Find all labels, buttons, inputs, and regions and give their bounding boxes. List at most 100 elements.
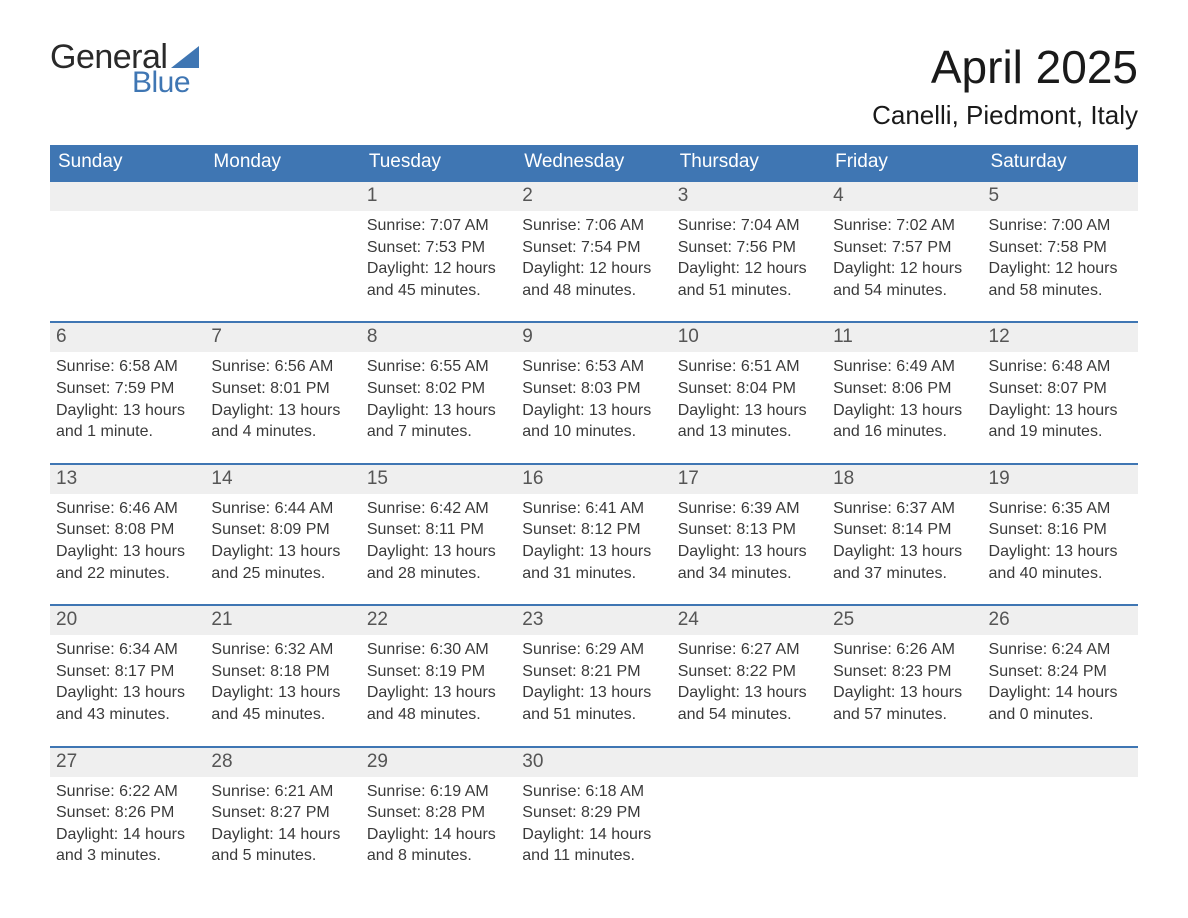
day-cell: Sunrise: 6:32 AM Sunset: 8:18 PM Dayligh…	[205, 635, 360, 727]
day-number-row: 6789101112	[50, 321, 1138, 352]
dow-friday: Friday	[827, 145, 982, 180]
day-number: 20	[50, 606, 205, 635]
day-cell	[983, 777, 1138, 869]
day-number: 23	[516, 606, 671, 635]
month-title: April 2025	[872, 40, 1138, 94]
logo: General Blue	[50, 40, 199, 98]
day-cell: Sunrise: 7:04 AM Sunset: 7:56 PM Dayligh…	[672, 211, 827, 303]
day-cell: Sunrise: 6:53 AM Sunset: 8:03 PM Dayligh…	[516, 352, 671, 444]
day-body-row: Sunrise: 7:07 AM Sunset: 7:53 PM Dayligh…	[50, 211, 1138, 303]
day-cell: Sunrise: 6:29 AM Sunset: 8:21 PM Dayligh…	[516, 635, 671, 727]
dow-tuesday: Tuesday	[361, 145, 516, 180]
day-number	[205, 182, 360, 211]
calendar-week: 6789101112Sunrise: 6:58 AM Sunset: 7:59 …	[50, 321, 1138, 444]
day-cell: Sunrise: 6:24 AM Sunset: 8:24 PM Dayligh…	[983, 635, 1138, 727]
day-number	[672, 748, 827, 777]
day-cell: Sunrise: 6:34 AM Sunset: 8:17 PM Dayligh…	[50, 635, 205, 727]
day-cell: Sunrise: 6:27 AM Sunset: 8:22 PM Dayligh…	[672, 635, 827, 727]
day-cell: Sunrise: 7:00 AM Sunset: 7:58 PM Dayligh…	[983, 211, 1138, 303]
day-number: 21	[205, 606, 360, 635]
day-cell: Sunrise: 6:55 AM Sunset: 8:02 PM Dayligh…	[361, 352, 516, 444]
day-cell	[672, 777, 827, 869]
day-cell: Sunrise: 6:48 AM Sunset: 8:07 PM Dayligh…	[983, 352, 1138, 444]
day-number: 8	[361, 323, 516, 352]
day-number: 9	[516, 323, 671, 352]
day-cell: Sunrise: 6:26 AM Sunset: 8:23 PM Dayligh…	[827, 635, 982, 727]
calendar: Sunday Monday Tuesday Wednesday Thursday…	[50, 145, 1138, 869]
day-number: 6	[50, 323, 205, 352]
logo-triangle-icon	[171, 46, 199, 68]
day-cell: Sunrise: 6:58 AM Sunset: 7:59 PM Dayligh…	[50, 352, 205, 444]
day-number: 19	[983, 465, 1138, 494]
day-number: 16	[516, 465, 671, 494]
day-number: 22	[361, 606, 516, 635]
day-cell: Sunrise: 6:46 AM Sunset: 8:08 PM Dayligh…	[50, 494, 205, 586]
day-number	[50, 182, 205, 211]
logo-text-blue: Blue	[132, 68, 199, 98]
dow-thursday: Thursday	[672, 145, 827, 180]
day-cell: Sunrise: 6:19 AM Sunset: 8:28 PM Dayligh…	[361, 777, 516, 869]
day-number: 29	[361, 748, 516, 777]
day-body-row: Sunrise: 6:46 AM Sunset: 8:08 PM Dayligh…	[50, 494, 1138, 586]
day-cell	[50, 211, 205, 303]
day-cell: Sunrise: 6:18 AM Sunset: 8:29 PM Dayligh…	[516, 777, 671, 869]
calendar-week: 20212223242526Sunrise: 6:34 AM Sunset: 8…	[50, 604, 1138, 727]
day-number: 28	[205, 748, 360, 777]
day-number: 1	[361, 182, 516, 211]
day-cell: Sunrise: 6:37 AM Sunset: 8:14 PM Dayligh…	[827, 494, 982, 586]
day-number: 15	[361, 465, 516, 494]
day-number: 11	[827, 323, 982, 352]
day-number	[983, 748, 1138, 777]
calendar-week: 13141516171819Sunrise: 6:46 AM Sunset: 8…	[50, 463, 1138, 586]
header: General Blue April 2025 Canelli, Piedmon…	[50, 40, 1138, 131]
day-number: 3	[672, 182, 827, 211]
day-body-row: Sunrise: 6:22 AM Sunset: 8:26 PM Dayligh…	[50, 777, 1138, 869]
day-body-row: Sunrise: 6:58 AM Sunset: 7:59 PM Dayligh…	[50, 352, 1138, 444]
day-number: 18	[827, 465, 982, 494]
dow-saturday: Saturday	[983, 145, 1138, 180]
day-number: 2	[516, 182, 671, 211]
day-cell: Sunrise: 6:42 AM Sunset: 8:11 PM Dayligh…	[361, 494, 516, 586]
day-number: 7	[205, 323, 360, 352]
day-cell	[827, 777, 982, 869]
day-cell: Sunrise: 6:30 AM Sunset: 8:19 PM Dayligh…	[361, 635, 516, 727]
day-number-row: 27282930	[50, 746, 1138, 777]
day-cell: Sunrise: 6:35 AM Sunset: 8:16 PM Dayligh…	[983, 494, 1138, 586]
day-body-row: Sunrise: 6:34 AM Sunset: 8:17 PM Dayligh…	[50, 635, 1138, 727]
title-block: April 2025 Canelli, Piedmont, Italy	[872, 40, 1138, 131]
day-number: 26	[983, 606, 1138, 635]
day-number: 14	[205, 465, 360, 494]
day-number: 27	[50, 748, 205, 777]
location-subtitle: Canelli, Piedmont, Italy	[872, 100, 1138, 131]
day-cell: Sunrise: 6:21 AM Sunset: 8:27 PM Dayligh…	[205, 777, 360, 869]
day-cell: Sunrise: 6:39 AM Sunset: 8:13 PM Dayligh…	[672, 494, 827, 586]
day-number: 17	[672, 465, 827, 494]
day-number: 12	[983, 323, 1138, 352]
day-cell: Sunrise: 7:07 AM Sunset: 7:53 PM Dayligh…	[361, 211, 516, 303]
day-of-week-header: Sunday Monday Tuesday Wednesday Thursday…	[50, 145, 1138, 180]
day-cell: Sunrise: 6:22 AM Sunset: 8:26 PM Dayligh…	[50, 777, 205, 869]
day-cell: Sunrise: 6:56 AM Sunset: 8:01 PM Dayligh…	[205, 352, 360, 444]
day-number: 25	[827, 606, 982, 635]
day-number-row: 13141516171819	[50, 463, 1138, 494]
day-cell: Sunrise: 7:06 AM Sunset: 7:54 PM Dayligh…	[516, 211, 671, 303]
day-cell: Sunrise: 6:49 AM Sunset: 8:06 PM Dayligh…	[827, 352, 982, 444]
calendar-week: 12345 Sunrise: 7:07 AM Sunset: 7:53 PM Da…	[50, 180, 1138, 303]
dow-monday: Monday	[205, 145, 360, 180]
day-number: 10	[672, 323, 827, 352]
day-number-row: 20212223242526	[50, 604, 1138, 635]
day-number: 30	[516, 748, 671, 777]
dow-wednesday: Wednesday	[516, 145, 671, 180]
day-cell: Sunrise: 6:51 AM Sunset: 8:04 PM Dayligh…	[672, 352, 827, 444]
dow-sunday: Sunday	[50, 145, 205, 180]
day-number: 5	[983, 182, 1138, 211]
day-number	[827, 748, 982, 777]
day-cell: Sunrise: 6:44 AM Sunset: 8:09 PM Dayligh…	[205, 494, 360, 586]
day-cell: Sunrise: 7:02 AM Sunset: 7:57 PM Dayligh…	[827, 211, 982, 303]
day-number: 4	[827, 182, 982, 211]
day-cell	[205, 211, 360, 303]
day-cell: Sunrise: 6:41 AM Sunset: 8:12 PM Dayligh…	[516, 494, 671, 586]
day-number: 13	[50, 465, 205, 494]
day-number: 24	[672, 606, 827, 635]
calendar-week: 27282930Sunrise: 6:22 AM Sunset: 8:26 PM…	[50, 746, 1138, 869]
